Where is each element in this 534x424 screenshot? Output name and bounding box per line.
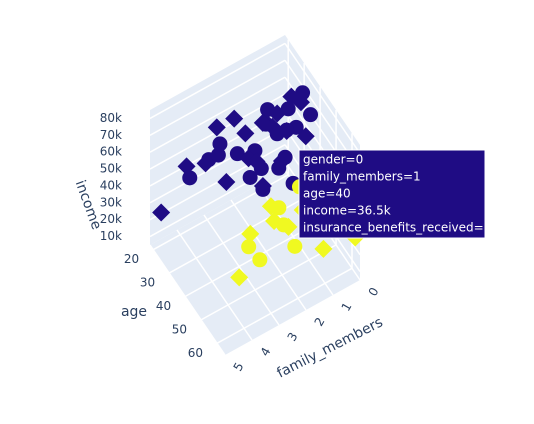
y-tick-label: 30 xyxy=(140,276,155,290)
point xyxy=(263,117,282,136)
grid-line xyxy=(230,199,307,311)
point xyxy=(268,104,287,123)
hover-text: family_members=1 xyxy=(303,170,421,184)
y-tick-label: 60 xyxy=(188,346,203,360)
grid-line xyxy=(149,76,286,153)
x-axis-title: family_members xyxy=(274,314,385,381)
x-tick-label: 4 xyxy=(258,345,274,359)
z-tick-label: 40k xyxy=(100,178,122,192)
point xyxy=(241,239,257,255)
point xyxy=(217,172,236,191)
point xyxy=(241,224,260,243)
point xyxy=(287,238,303,254)
z-tick-label: 70k xyxy=(100,128,122,142)
hover-box xyxy=(298,149,486,239)
hover-text: age=40 xyxy=(303,187,351,201)
z-tick-label: 10k xyxy=(100,229,122,243)
y-axis-title: age xyxy=(121,304,147,320)
grid-line xyxy=(200,244,337,321)
z-tick-label: 20k xyxy=(100,212,122,226)
grid-line xyxy=(149,42,286,120)
point xyxy=(230,268,249,287)
grid-line xyxy=(149,144,286,221)
y-tick-label: 40 xyxy=(156,299,171,313)
point xyxy=(291,93,310,112)
x-tick-label: 1 xyxy=(339,300,355,314)
z-tick-label: 60k xyxy=(100,145,122,159)
point xyxy=(272,152,291,171)
grid-line xyxy=(149,59,286,136)
point xyxy=(265,212,284,231)
point xyxy=(242,169,258,185)
point xyxy=(314,239,333,258)
point xyxy=(253,177,272,196)
x-tick-label: 3 xyxy=(285,330,301,344)
point xyxy=(252,252,268,268)
grid-line xyxy=(216,267,353,344)
point xyxy=(225,109,244,128)
y-tick-label: 20 xyxy=(124,252,139,266)
point xyxy=(303,107,319,123)
grid-line xyxy=(149,127,286,204)
z-tick-label: 50k xyxy=(100,162,122,176)
point xyxy=(296,127,315,146)
grid-line xyxy=(284,43,361,154)
hover-text: gender=0 xyxy=(303,153,363,167)
point xyxy=(196,154,215,173)
grid-line xyxy=(149,244,226,356)
z-tick-label: 80k xyxy=(100,111,122,125)
hover-text: income=36.5k xyxy=(303,204,391,218)
point xyxy=(210,147,226,163)
x-tick-label: 5 xyxy=(231,360,247,374)
point xyxy=(207,118,226,137)
point xyxy=(177,157,196,176)
hover-text: insurance_benefits_received=0 xyxy=(303,221,491,235)
x-tick-label: 0 xyxy=(366,285,382,299)
z-tick-label: 30k xyxy=(100,195,122,209)
y-tick-label: 50 xyxy=(172,322,187,336)
grid-line xyxy=(203,214,280,326)
point xyxy=(279,217,298,236)
x-tick-label: 2 xyxy=(312,315,328,329)
point xyxy=(277,121,296,140)
hover-label: gender=0 family_members=1 age=40 income=36.… xyxy=(298,149,491,239)
point xyxy=(152,203,171,222)
point xyxy=(247,152,266,171)
point xyxy=(236,124,255,143)
point xyxy=(261,197,280,216)
grid-line xyxy=(176,229,253,341)
point xyxy=(212,136,228,152)
